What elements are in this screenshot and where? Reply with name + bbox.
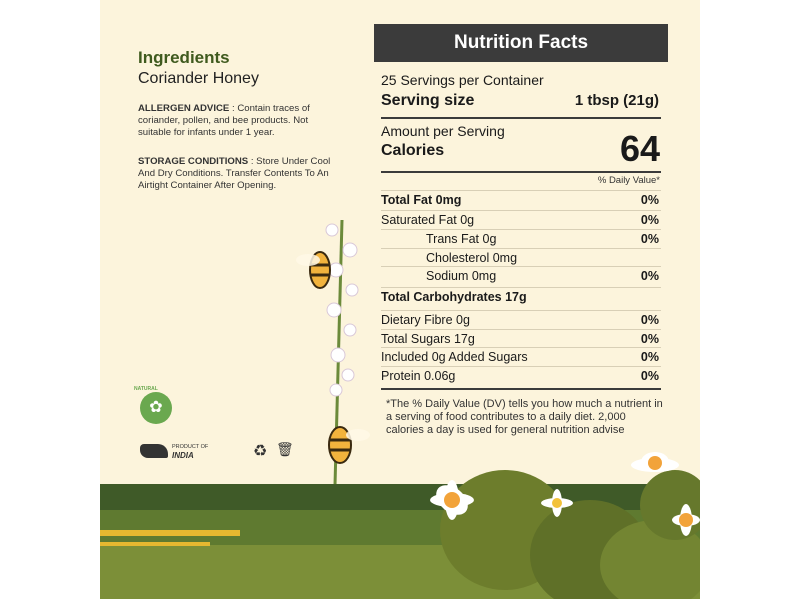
nutrient-row: Cholesterol 0mg [381, 248, 661, 267]
nutrient-row: Sodium 0mg 0% [381, 266, 661, 285]
amount-per-serving: Amount per Serving [381, 123, 505, 139]
natural-badge-text: NATURAL [134, 386, 158, 392]
chamomile-flower [541, 489, 573, 517]
chamomile-flowers [430, 452, 700, 536]
calories-value: 64 [619, 128, 660, 169]
nutrient-row: Included 0g Added Sugars 0% [381, 347, 661, 366]
path-stripe [100, 530, 240, 536]
nutrient-row: Saturated Fat 0g 0% [381, 210, 661, 229]
bee-top [296, 251, 331, 289]
storage-text: : Store Under Cool And Dry Conditions. T… [138, 156, 331, 191]
natural-leaf-icon: ✿ [140, 392, 172, 424]
daily-value-header: % Daily Value* [597, 175, 660, 186]
allergen-text: : Contain traces of coriander, pollen, a… [138, 103, 310, 138]
chamomile-flower [631, 452, 679, 472]
nutrient-row: Protein 0.06g 0% [381, 366, 661, 385]
bee-bottom [328, 426, 370, 464]
serving-size-row: Serving size 1 tbsp (21g) [381, 92, 661, 110]
storage-label: STORAGE CONDITIONS [138, 156, 249, 167]
ingredient-name: Coriander Honey [138, 70, 259, 87]
india-text: INDIA [172, 451, 194, 460]
nutrient-row: Dietary Fibre 0g 0% [381, 310, 661, 329]
nutrition-facts-panel: Nutrition Facts 25 Servings per Containe… [374, 24, 668, 390]
serving-size-value: 1 tbsp (21g) [574, 92, 659, 109]
allergen-advice: ALLERGEN ADVICE : Contain traces of cori… [138, 103, 338, 139]
calories-label: Calories [381, 142, 445, 159]
nutrition-facts-title: Nutrition Facts [374, 24, 668, 62]
nutrient-row: Total Carbohydrates 17g [381, 287, 661, 306]
chamomile-flower [430, 480, 474, 520]
path-stripe [100, 542, 210, 546]
ingredients-heading: Ingredients [138, 48, 230, 67]
allergen-label: ALLERGEN ADVICE [138, 103, 230, 114]
india-map-icon [140, 444, 168, 458]
serving-size-label: Serving size [381, 92, 475, 109]
nutrient-row: Trans Fat 0g 0% [381, 229, 661, 248]
recycle-icon: ♻ [253, 443, 268, 460]
product-of-text: PRODUCT OF [172, 444, 209, 450]
nutrient-row: Total Fat 0mg 0% [381, 190, 661, 209]
servings-per-container: 25 Servings per Container [381, 72, 544, 88]
nutrient-row: Total Sugars 17g 0% [381, 329, 661, 348]
storage-conditions: STORAGE CONDITIONS : Store Under Cool An… [138, 156, 338, 192]
chamomile-flower [672, 504, 700, 536]
daily-value-footnote: *The % Daily Value (DV) tells you how mu… [386, 398, 663, 436]
lavender-bee-illustration [296, 219, 370, 486]
product-label-panel: Ingredients Coriander Honey ALLERGEN ADV… [100, 0, 700, 599]
dispose-bin-icon: 🗑 [276, 441, 294, 457]
